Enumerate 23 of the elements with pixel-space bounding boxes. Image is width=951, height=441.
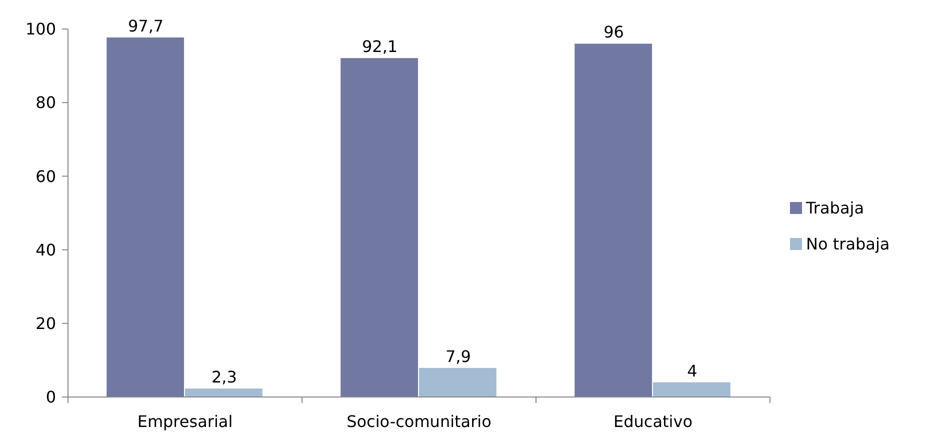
bar: [340, 58, 418, 397]
bar: [574, 44, 652, 397]
data-label: 2,3: [211, 368, 237, 387]
y-tick-label: 100: [25, 20, 56, 39]
x-tick-label: Educativo: [614, 412, 692, 431]
legend-label: No trabaja: [806, 234, 890, 254]
x-tick-label: Socio-comunitario: [346, 412, 492, 431]
bar: [185, 388, 262, 397]
data-label: 4: [687, 361, 698, 380]
y-tick-label: 60: [36, 166, 56, 186]
data-label: 92,1: [362, 37, 398, 56]
bar: [653, 382, 730, 397]
y-tick-label: 80: [36, 93, 56, 112]
data-label: 96: [604, 22, 624, 42]
bar: [106, 37, 184, 397]
legend-label: Trabaja: [805, 198, 864, 218]
y-tick-label: 20: [36, 314, 56, 333]
bar: [419, 368, 496, 397]
data-label: 7,9: [445, 346, 471, 366]
data-label: 97,7: [128, 16, 164, 36]
x-tick-label: Empresarial: [137, 412, 233, 431]
y-tick-label: 40: [36, 240, 56, 260]
y-tick-label: 0: [46, 388, 56, 407]
